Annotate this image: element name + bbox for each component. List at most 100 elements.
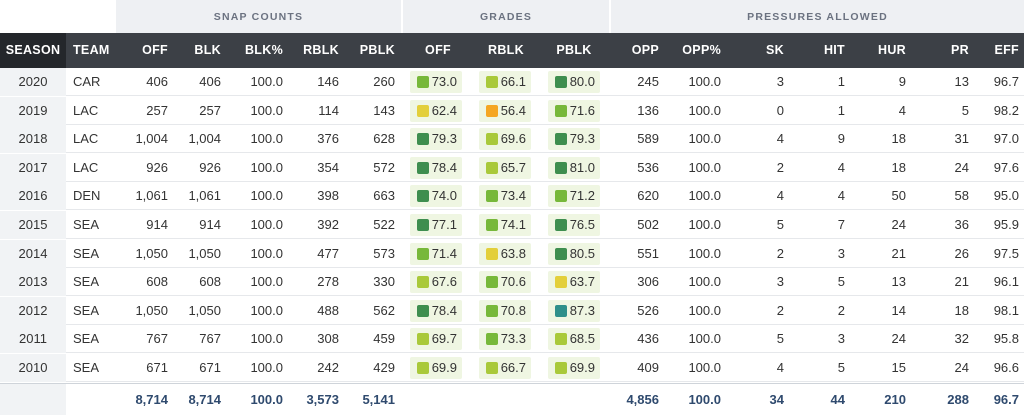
cell-rblk: 146	[317, 74, 339, 89]
column-header-off[interactable]: OFF	[142, 43, 168, 57]
column-header-pblk[interactable]: PBLK	[359, 43, 395, 57]
grade-value: 73.3	[500, 331, 526, 347]
cell-opp-pct: 100.0	[688, 131, 721, 147]
cell-team: SEA	[73, 245, 100, 261]
table-row[interactable]: 2020 CAR 406 406 100.0 146 260 73.0 66.1 80.0 245 1…	[0, 68, 1024, 96]
cell-off: 406	[146, 74, 168, 89]
cell-eff: 97.0	[993, 131, 1019, 147]
cell-hur: 14	[891, 302, 906, 318]
cell-team: SEA	[73, 360, 100, 375]
table-row[interactable]: 2013 SEA 608 608 100.0 278 330 67.6 70.6 63.7 306 1…	[0, 268, 1024, 297]
cell-hit: 2	[837, 302, 845, 318]
column-header-blk-pct[interactable]: BLK%	[244, 43, 283, 57]
table-row[interactable]: 2015 SEA 914 914 100.0 392 522 77.1 74.1 76.5 502 1…	[0, 211, 1024, 239]
cell-team: LAC	[73, 131, 99, 147]
grade-value: 73.4	[500, 188, 526, 204]
cell-rblk: 114	[318, 102, 339, 118]
cell-blk: 1,050	[188, 245, 221, 261]
grade-value: 66.7	[500, 360, 526, 375]
grade-chip-rblk: 56.4	[479, 99, 531, 122]
grade-value: 67.6	[431, 274, 457, 290]
column-header-rblk[interactable]: RBLK	[303, 43, 339, 57]
grade-value: 78.4	[431, 302, 457, 318]
table-row[interactable]: 2018 LAC 1,004 1,004 100.0 376 628 79.3 69.6 79.3…	[0, 125, 1024, 154]
grade-chip-pblk: 68.5	[548, 328, 600, 351]
cell-hur: 9	[898, 74, 906, 89]
cell-eff: 96.6	[993, 360, 1019, 375]
cell-opp-pct: 100.0	[688, 245, 721, 261]
cell-season: 2011	[19, 331, 47, 347]
grade-color-swatch	[486, 333, 498, 346]
cell-pblk: 143	[373, 102, 395, 118]
column-header-grade-off[interactable]: OFF	[425, 43, 451, 57]
table-row[interactable]: 2014 SEA 1,050 1,050 100.0 477 573 71.4 63.8 80.5…	[0, 239, 1024, 268]
cell-pr: 26	[954, 245, 969, 261]
column-header-pr[interactable]: PR	[951, 43, 969, 57]
grade-chip-rblk: 70.6	[479, 271, 531, 294]
column-header-grade-pblk[interactable]: PBLK	[556, 43, 592, 57]
cell-pr: 18	[954, 302, 969, 318]
season-cell-bg	[0, 239, 66, 268]
cell-blk: 406	[199, 74, 221, 89]
total-hit: 44	[830, 392, 845, 407]
grade-value: 66.1	[500, 74, 526, 89]
cell-off: 767	[146, 331, 168, 347]
cell-hit: 5	[837, 274, 845, 290]
column-header-opp[interactable]: OPP	[631, 43, 659, 57]
cell-opp-pct: 100.0	[688, 74, 721, 89]
grade-chip-rblk: 65.7	[479, 156, 531, 179]
grade-color-swatch	[486, 276, 498, 289]
column-header-row: SEASON TEAM OFF BLK BLK% RBLK PBLK OFF RBLK PBLK O…	[0, 33, 1024, 68]
grade-chip-rblk: 73.4	[479, 185, 531, 208]
cell-hit: 5	[837, 360, 845, 375]
column-header-sk[interactable]: SK	[766, 43, 784, 57]
grade-chip-off: 74.0	[410, 185, 462, 208]
grade-value: 74.0	[431, 188, 457, 204]
cell-off: 914	[146, 217, 168, 232]
column-header-team[interactable]: TEAM	[73, 43, 110, 57]
season-header-bg	[0, 33, 66, 68]
grade-chip-rblk: 63.8	[479, 242, 531, 265]
cell-blk-pct: 100.0	[250, 360, 283, 375]
column-header-hur[interactable]: HUR	[878, 43, 906, 57]
grade-chip-pblk: 76.5	[548, 214, 600, 236]
cell-hit: 3	[837, 245, 845, 261]
grade-value: 62.4	[431, 102, 457, 118]
cell-blk-pct: 100.0	[250, 331, 283, 347]
cell-blk: 914	[199, 217, 221, 232]
cell-sk: 5	[776, 217, 784, 232]
grade-value: 80.0	[569, 74, 595, 89]
cell-off: 1,061	[135, 188, 168, 204]
grade-value: 70.8	[500, 302, 526, 318]
grade-value: 70.6	[500, 274, 526, 290]
cell-team: DEN	[73, 188, 101, 204]
cell-eff: 96.1	[993, 274, 1019, 290]
table-row[interactable]: 2010 SEA 671 671 100.0 242 429 69.9 66.7 69.9 409 1…	[0, 354, 1024, 382]
column-header-blk[interactable]: BLK	[194, 43, 221, 57]
grade-color-swatch	[417, 219, 429, 231]
table-row[interactable]: 2016 DEN 1,061 1,061 100.0 398 663 74.0 73.4 71.2…	[0, 182, 1024, 211]
cell-sk: 0	[776, 102, 784, 118]
cell-pr: 5	[961, 102, 969, 118]
column-header-hit[interactable]: HIT	[823, 43, 845, 57]
grade-color-swatch	[417, 133, 429, 146]
grade-chip-off: 67.6	[410, 271, 462, 294]
cell-opp: 502	[637, 217, 659, 232]
cell-pblk: 562	[373, 302, 395, 318]
cell-hur: 24	[891, 217, 906, 232]
column-header-eff[interactable]: EFF	[994, 43, 1019, 57]
cell-hit: 3	[837, 331, 845, 347]
table-row[interactable]: 2011 SEA 767 767 100.0 308 459 69.7 73.3 68.5 436 1…	[0, 325, 1024, 354]
table-row[interactable]: 2012 SEA 1,050 1,050 100.0 488 562 78.4 70.8 87.3…	[0, 296, 1024, 325]
grade-chip-off: 69.7	[410, 328, 462, 351]
column-header-opp-pct[interactable]: OPP%	[682, 43, 721, 57]
season-cell-bg	[0, 153, 66, 182]
cell-eff: 96.7	[993, 74, 1019, 89]
cell-sk: 5	[776, 331, 784, 347]
column-header-season[interactable]: SEASON	[5, 43, 61, 57]
grade-chip-rblk: 66.1	[479, 71, 531, 93]
column-header-grade-rblk[interactable]: RBLK	[488, 43, 524, 57]
table-row[interactable]: 2017 LAC 926 926 100.0 354 572 78.4 65.7 81.0 536 1…	[0, 153, 1024, 182]
table-row[interactable]: 2019 LAC 257 257 100.0 114 143 62.4 56.4 71.6 136 1…	[0, 96, 1024, 125]
cell-pblk: 260	[373, 74, 395, 89]
